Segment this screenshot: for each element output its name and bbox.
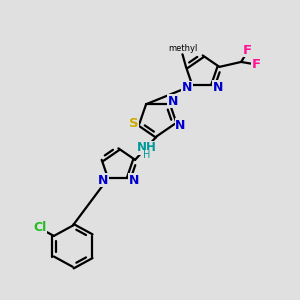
Text: H: H bbox=[143, 150, 150, 160]
Text: methyl: methyl bbox=[168, 44, 197, 53]
Text: F: F bbox=[243, 44, 252, 57]
Text: N: N bbox=[128, 173, 139, 187]
Text: Cl: Cl bbox=[33, 221, 46, 235]
Text: N: N bbox=[182, 81, 192, 94]
Text: NH: NH bbox=[137, 141, 157, 154]
Text: N: N bbox=[168, 95, 178, 108]
Text: N: N bbox=[98, 173, 109, 187]
Text: N: N bbox=[175, 119, 185, 132]
Text: N: N bbox=[213, 81, 224, 94]
Text: S: S bbox=[128, 117, 138, 130]
Text: F: F bbox=[251, 58, 260, 71]
